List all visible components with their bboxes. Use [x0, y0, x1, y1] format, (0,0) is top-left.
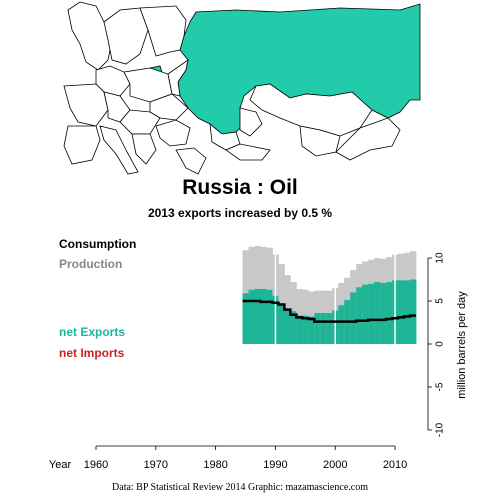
consumption-line	[242, 299, 416, 323]
net-exports-bar	[314, 313, 321, 344]
x-tick-label: 1970	[144, 459, 168, 471]
y-tick-label: 5	[435, 298, 446, 304]
map-country-outline	[67, 1, 113, 71]
x-tick-label: 1990	[263, 459, 287, 471]
net-exports-bar	[404, 280, 411, 344]
map-country-outline	[139, 5, 187, 57]
net-exports-bar	[398, 280, 405, 344]
net-exports-bar	[290, 311, 297, 344]
map-country-outline	[63, 83, 109, 127]
decade-lines	[274, 245, 396, 344]
y-axis-label: million barrels per day	[456, 291, 468, 399]
x-tick-label: 1960	[84, 459, 108, 471]
net-exports-bar	[302, 315, 309, 344]
y-axis: -10 -5 0 5 10	[427, 252, 446, 437]
y-tick-label: 0	[435, 341, 446, 347]
net-exports-bar	[260, 288, 267, 344]
net-exports-bar	[242, 293, 249, 344]
net-exports-bar	[254, 288, 261, 344]
x-axis-title: Year	[49, 459, 72, 471]
legend-consumption: Consumption	[59, 237, 137, 251]
net-exports-bar	[326, 313, 333, 344]
y-tick-label: 10	[435, 252, 446, 264]
data-credit: Data: BP Statistical Review 2014 Graphic…	[112, 482, 368, 493]
map-country-outline	[175, 147, 207, 175]
chart-bars	[242, 245, 417, 344]
map-country-outline	[99, 125, 139, 175]
net-exports-bar	[296, 315, 303, 344]
net-exports-bar	[320, 313, 327, 344]
net-exports-bar	[266, 289, 273, 344]
chart-subtitle: 2013 exports increased by 0.5 %	[147, 206, 333, 220]
net-exports-bar	[308, 316, 315, 344]
net-exports-bar	[386, 282, 393, 344]
x-tick-label: 2010	[383, 459, 407, 471]
net-exports-bar	[410, 279, 417, 344]
net-exports-bar	[284, 309, 291, 344]
legend-net-exports: net Exports	[59, 325, 126, 339]
map-country-outline	[155, 119, 191, 147]
net-exports-bar	[368, 283, 375, 344]
map-country-outline	[63, 125, 101, 165]
y-tick-label: -10	[435, 422, 446, 437]
legend-net-imports: net Imports	[59, 346, 125, 360]
map-country-outline	[225, 143, 271, 161]
y-tick-label: -5	[435, 382, 446, 391]
net-exports-bar	[362, 284, 369, 344]
net-exports-bar	[248, 289, 255, 344]
map-country-outline	[131, 133, 157, 165]
legend-production: Production	[59, 257, 123, 271]
x-tick-label: 1980	[203, 459, 227, 471]
net-exports-bar	[350, 292, 357, 344]
map-country-outline	[103, 7, 149, 65]
x-tick-label: 2000	[323, 459, 347, 471]
x-axis: 1960 1970 1980 1990 2000 2010 Year	[49, 445, 407, 471]
net-exports-bar	[338, 305, 345, 344]
map-country-outline	[239, 107, 263, 137]
europe-russia-map	[63, 1, 421, 175]
net-exports-bar	[356, 287, 363, 344]
oil-chart: 1960 1970 1980 1990 2000 2010 Year -10 -5 0 5 10	[49, 245, 446, 471]
net-exports-bar	[278, 303, 285, 344]
net-exports-bar	[380, 282, 387, 344]
net-exports-bar	[374, 282, 381, 344]
chart-title: Russia : Oil	[182, 176, 298, 199]
map-country-outline	[335, 117, 401, 161]
